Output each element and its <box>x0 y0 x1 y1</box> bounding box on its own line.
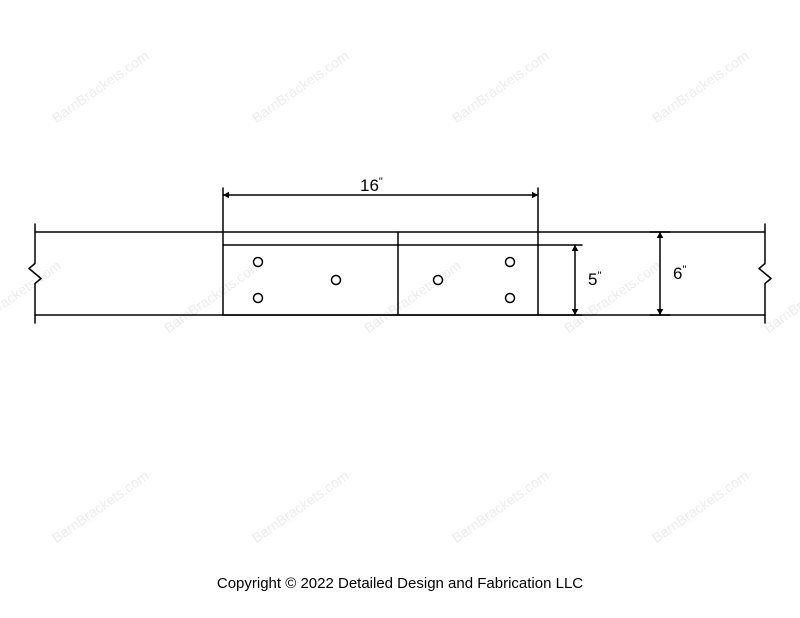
stage: BarnBrackets.comBarnBrackets.comBarnBrac… <box>0 0 800 618</box>
dim-unit: " <box>379 176 383 188</box>
copyright-text: Copyright © 2022 Detailed Design and Fab… <box>0 575 800 592</box>
dim-unit: " <box>597 270 601 282</box>
dim-unit: " <box>682 264 686 276</box>
dim-label-plate-height: 5" <box>588 270 601 290</box>
dim-value: 16 <box>360 176 379 195</box>
dim-label-width: 16" <box>360 176 383 196</box>
dim-label-beam-height: 6" <box>673 264 686 284</box>
technical-drawing <box>0 0 800 618</box>
